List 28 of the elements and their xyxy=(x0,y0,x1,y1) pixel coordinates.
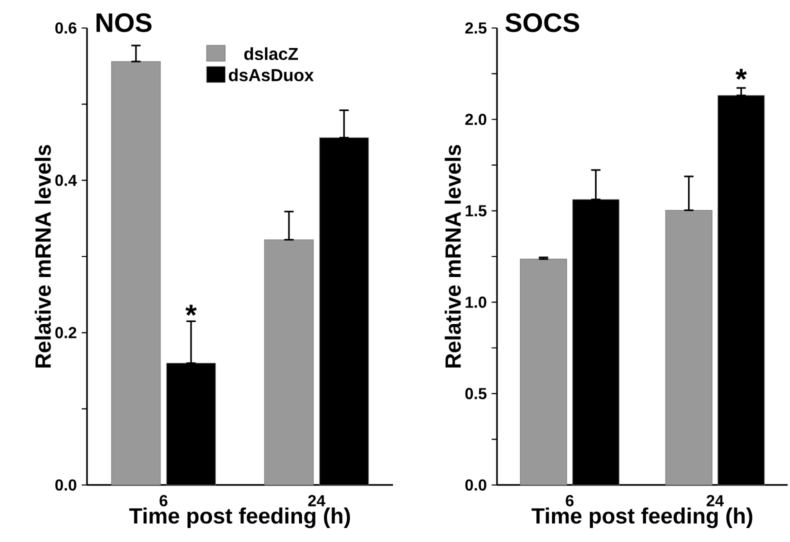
bar xyxy=(264,239,314,486)
x-tick-label: 24 xyxy=(706,495,724,506)
bar xyxy=(520,258,568,486)
y-tick-label: 2.5 xyxy=(465,22,487,34)
y-axis-title: Relative mRNA levels xyxy=(444,144,461,368)
y-tick-label: 0.0 xyxy=(465,479,486,491)
y-tick-label: 0.0 xyxy=(55,479,76,491)
annotation: * xyxy=(185,304,197,316)
y-tick-label: 2.0 xyxy=(465,114,486,126)
x-tick-label: 24 xyxy=(308,495,326,506)
y-tick-label: 0.6 xyxy=(55,22,76,34)
legend-label: dslacZ xyxy=(244,47,298,60)
bar xyxy=(111,61,161,486)
y-tick-label: 1.0 xyxy=(466,296,486,308)
x-tick-label: 6 xyxy=(566,495,574,506)
y-tick-label: 0.4 xyxy=(55,174,77,186)
x-axis-title: Time post feeding (h) xyxy=(129,508,350,528)
chart-title: SOCS xyxy=(505,13,580,32)
y-tick-label: 1.5 xyxy=(466,205,487,216)
annotation: * xyxy=(736,68,747,80)
chart-title: NOS xyxy=(96,13,152,32)
x-axis-title: Time post feeding (h) xyxy=(532,508,752,528)
x-tick-label: 6 xyxy=(160,495,168,506)
y-axis-title: Relative mRNA levels xyxy=(34,144,51,368)
bar xyxy=(665,210,712,486)
legend-label: dsAsDuox xyxy=(228,68,314,82)
y-tick-label: 0.2 xyxy=(55,327,76,338)
y-tick-label: 0.5 xyxy=(465,388,487,400)
